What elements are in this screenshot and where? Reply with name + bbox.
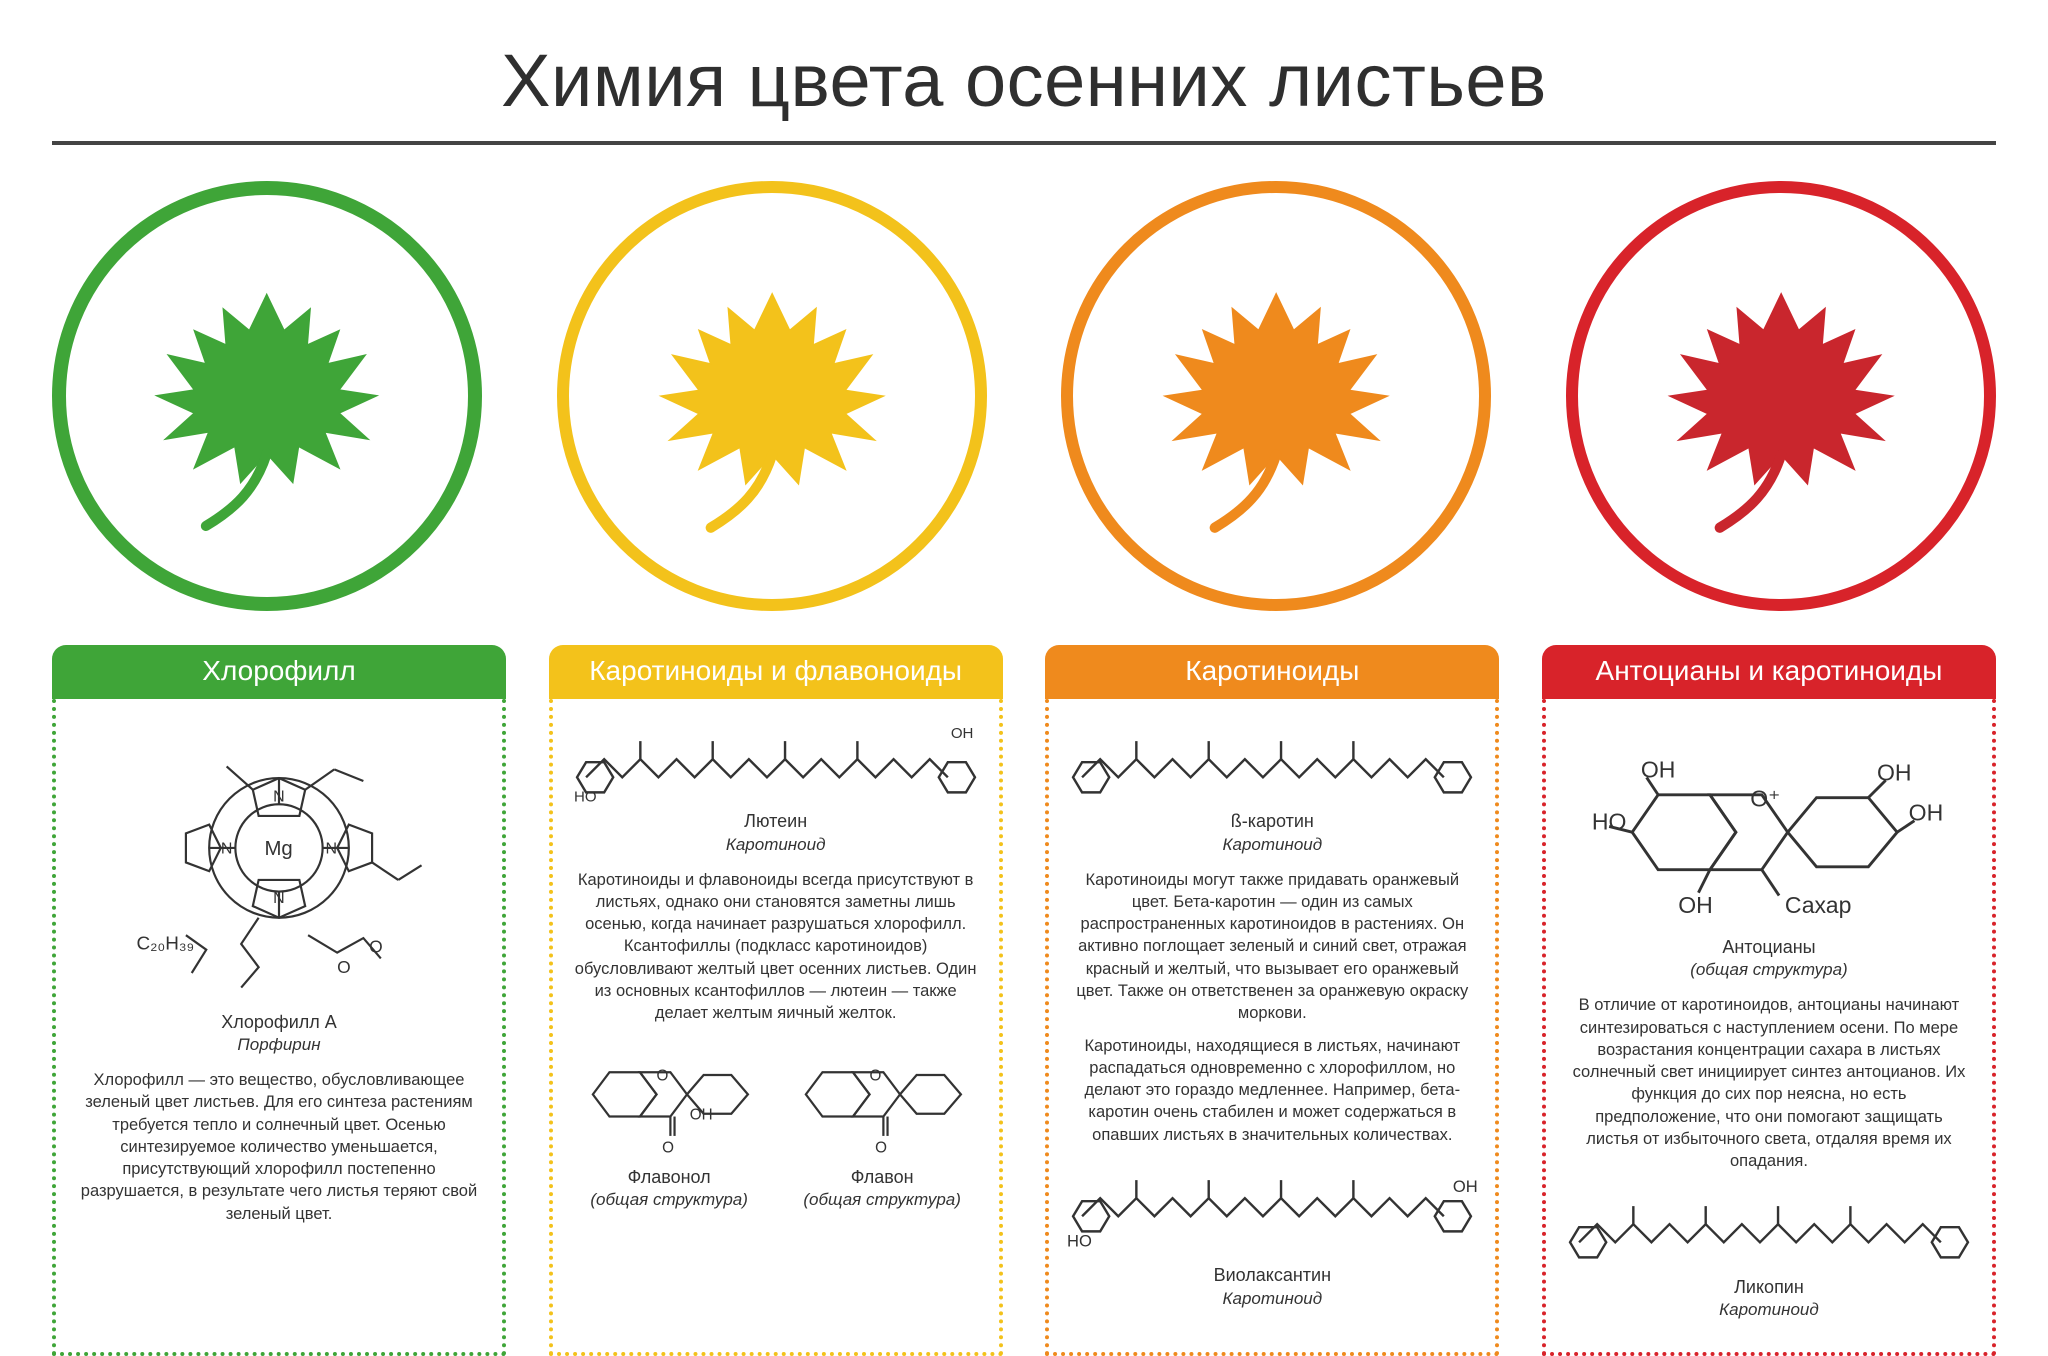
molecule-diagram [782, 1039, 983, 1164]
title-rule [52, 141, 1996, 145]
molecule-category: Порфирин [72, 1034, 486, 1057]
molecule-category: (общая структура) [782, 1189, 983, 1212]
leaf-icon [1635, 250, 1927, 542]
card-header: Антоцианы и каротиноиды [1542, 645, 1996, 699]
leaf-circle-row [52, 181, 1996, 611]
molecule-name: Лютеин [569, 809, 983, 833]
card-chlorophyll: Хлорофилл Хлорофилл A Порфирин Хлорофилл… [52, 645, 506, 1356]
molecule-diagram [1065, 1156, 1479, 1262]
svg-text:HO: HO [574, 788, 597, 805]
molecule-diagram [72, 717, 486, 1008]
molecule-category: (общая структура) [569, 1189, 770, 1212]
molecule-category: (общая структура) [1562, 959, 1976, 982]
card-carotenoids-flavonoids: Каротиноиды и флавоноиды HO OH Лютеин Ка… [549, 645, 1003, 1356]
card-anthocyanins: Антоцианы и каротиноиды Антоцианы (общая… [1542, 645, 1996, 1356]
molecule-name: Ликопин [1562, 1275, 1976, 1299]
card-paragraph: Каротиноиды и флавоноиды всегда присутст… [575, 869, 977, 1025]
card-body: Антоцианы (общая структура) В отличие от… [1542, 699, 1996, 1356]
molecule-name: Флавонол [569, 1165, 770, 1189]
molecule-pair: Флавонол (общая структура) Флавон (общая… [569, 1035, 983, 1225]
card-header: Каротиноиды и флавоноиды [549, 645, 1003, 699]
card-header: Хлорофилл [52, 645, 506, 699]
card-body: HO OH Лютеин Каротиноид Каротиноиды и фл… [549, 699, 1003, 1356]
molecule-category: Каротиноид [1065, 834, 1479, 857]
card-header: Каротиноиды [1045, 645, 1499, 699]
svg-text:OH: OH [951, 725, 974, 742]
card-paragraph: Каротиноиды могут также придавать оранже… [1071, 869, 1473, 1025]
cards-row: Хлорофилл Хлорофилл A Порфирин Хлорофилл… [52, 645, 1996, 1356]
molecule-category: Каротиноид [1562, 1299, 1976, 1322]
card-body: ß-каротин Каротиноид Каротиноиды могут т… [1045, 699, 1499, 1356]
leaf-circle-red [1566, 181, 1996, 611]
infographic-page: Химия цвета осенних листьев Хлорофилл Хл… [0, 0, 2048, 1334]
molecule-diagram: HO OH [569, 717, 983, 807]
leaf-circle-green [52, 181, 482, 611]
leaf-icon [122, 251, 411, 540]
card-body: Хлорофилл A Порфирин Хлорофилл — это вещ… [52, 699, 506, 1356]
molecule-name: Флавон [782, 1165, 983, 1189]
molecule-diagram [1065, 717, 1479, 807]
molecule-name: Виолаксантин [1065, 1263, 1479, 1287]
card-paragraph: Хлорофилл — это вещество, обусловливающе… [78, 1069, 480, 1225]
molecule-diagram [569, 1039, 770, 1164]
page-title: Химия цвета осенних листьев [52, 38, 1996, 123]
leaf-circle-yellow [557, 181, 987, 611]
leaf-icon [626, 250, 918, 542]
molecule-category: Каротиноид [569, 834, 983, 857]
card-carotenoids: Каротиноиды ß-каротин Каротиноид Каротин… [1045, 645, 1499, 1356]
card-paragraph: Каротиноиды, находящиеся в листьях, начи… [1071, 1035, 1473, 1146]
molecule-diagram [1562, 717, 1976, 933]
molecule-diagram [1562, 1182, 1976, 1272]
leaf-circle-orange [1061, 181, 1491, 611]
molecule-name: ß-каротин [1065, 809, 1479, 833]
leaf-icon [1130, 250, 1422, 542]
molecule-category: Каротиноид [1065, 1288, 1479, 1311]
card-paragraph: В отличие от каротиноидов, антоцианы нач… [1568, 994, 1970, 1172]
molecule-name: Антоцианы [1562, 935, 1976, 959]
molecule-name: Хлорофилл A [72, 1010, 486, 1034]
